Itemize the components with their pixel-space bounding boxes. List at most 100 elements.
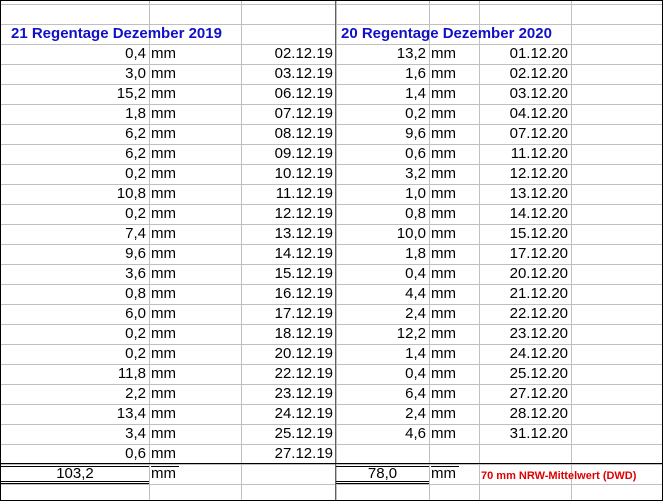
unit: mm (431, 225, 456, 242)
date: 20.12.20 (509, 265, 568, 282)
rain-amount: 4,6 (405, 425, 426, 442)
total-line (1, 463, 662, 464)
date: 25.12.19 (274, 425, 333, 442)
grid-line (1, 244, 662, 245)
rain-amount: 11,8 (117, 365, 146, 382)
total: 78,0 (336, 466, 429, 484)
grid-line (1, 344, 662, 345)
rain-amount: 0,2 (125, 205, 146, 222)
date: 15.12.19 (274, 265, 333, 282)
grid-line (1, 44, 662, 45)
rain-amount: 9,6 (125, 245, 146, 262)
unit: mm (431, 365, 456, 382)
unit: mm (431, 425, 456, 442)
date: 22.12.20 (509, 305, 568, 322)
date: 08.12.19 (274, 125, 333, 142)
unit: mm (151, 365, 176, 382)
date: 16.12.19 (274, 285, 333, 302)
total-line (431, 466, 459, 467)
rain-amount: 2,2 (125, 385, 146, 402)
rain-amount: 0,8 (125, 285, 146, 302)
date: 31.12.20 (509, 425, 568, 442)
unit: mm (151, 205, 176, 222)
rain-amount: 0,8 (405, 205, 426, 222)
unit: mm (151, 125, 176, 142)
unit: mm (431, 65, 456, 82)
unit: mm (431, 285, 456, 302)
date: 23.12.19 (274, 385, 333, 402)
rain-amount: 0,2 (405, 105, 426, 122)
rain-amount: 9,6 (405, 125, 426, 142)
date: 07.12.19 (274, 105, 333, 122)
rain-amount: 0,4 (405, 265, 426, 282)
unit: mm (431, 145, 456, 162)
date: 13.12.20 (509, 185, 568, 202)
unit: mm (151, 305, 176, 322)
grid-line (1, 284, 662, 285)
unit: mm (151, 225, 176, 242)
rain-amount: 3,4 (125, 425, 146, 442)
date: 11.12.19 (275, 185, 333, 202)
unit: mm (151, 45, 176, 62)
grid-line (1, 104, 662, 105)
grid-line (1, 464, 662, 465)
date: 12.12.19 (274, 205, 333, 222)
unit: mm (151, 385, 176, 402)
grid-line (1, 124, 662, 125)
total-line (1, 466, 149, 467)
rain-amount: 4,4 (405, 285, 426, 302)
note: 70 mm NRW-Mittelwert (DWD) (481, 470, 637, 482)
unit: mm (151, 405, 176, 422)
date: 12.12.20 (509, 165, 568, 182)
date: 14.12.20 (509, 205, 568, 222)
unit: mm (431, 125, 456, 142)
date: 02.12.20 (509, 65, 568, 82)
unit: mm (431, 265, 456, 282)
unit: mm (151, 145, 176, 162)
grid-line (1, 224, 662, 225)
rain-amount: 1,4 (405, 85, 426, 102)
rain-amount: 0,2 (125, 165, 146, 182)
grid-line (1, 24, 662, 25)
rain-amount: 3,0 (125, 65, 146, 82)
rain-amount: 13,4 (116, 405, 146, 422)
rain-amount: 0,6 (125, 445, 146, 462)
rain-amount: 0,6 (405, 145, 426, 162)
column-divider (335, 1, 336, 500)
unit: mm (431, 405, 456, 422)
rain-amount: 15,2 (116, 85, 146, 102)
date: 25.12.20 (509, 365, 568, 382)
title: 20 Regentage Dezember 2020 (341, 25, 552, 42)
unit: mm (151, 285, 176, 302)
total: 103,2 (1, 466, 149, 484)
unit: mm (151, 265, 176, 282)
grid-line (1, 404, 662, 405)
grid-line (1, 64, 662, 65)
unit: mm (151, 165, 176, 182)
rain-amount: 0,4 (125, 45, 146, 62)
date: 28.12.20 (509, 405, 568, 422)
unit: mm (151, 445, 176, 462)
date: 03.12.20 (509, 85, 568, 102)
rain-amount: 6,0 (125, 305, 146, 322)
grid-line (571, 1, 572, 500)
unit: mm (431, 45, 456, 62)
grid-line (1, 4, 662, 5)
rain-amount: 6,2 (125, 145, 146, 162)
grid-line (1, 484, 662, 485)
rain-amount: 7,4 (125, 225, 146, 242)
title: 21 Regentage Dezember 2019 (11, 25, 222, 42)
date: 11.12.20 (510, 145, 568, 162)
rain-amount: 10,0 (396, 225, 426, 242)
unit: mm (431, 205, 456, 222)
unit: mm (151, 245, 176, 262)
rain-amount: 13,2 (396, 45, 426, 62)
date: 13.12.19 (274, 225, 333, 242)
grid-line (1, 264, 662, 265)
rain-amount: 2,4 (405, 405, 426, 422)
rain-amount: 0,2 (125, 325, 146, 342)
grid-line (1, 204, 662, 205)
date: 06.12.19 (274, 85, 333, 102)
grid-line (336, 1, 337, 500)
